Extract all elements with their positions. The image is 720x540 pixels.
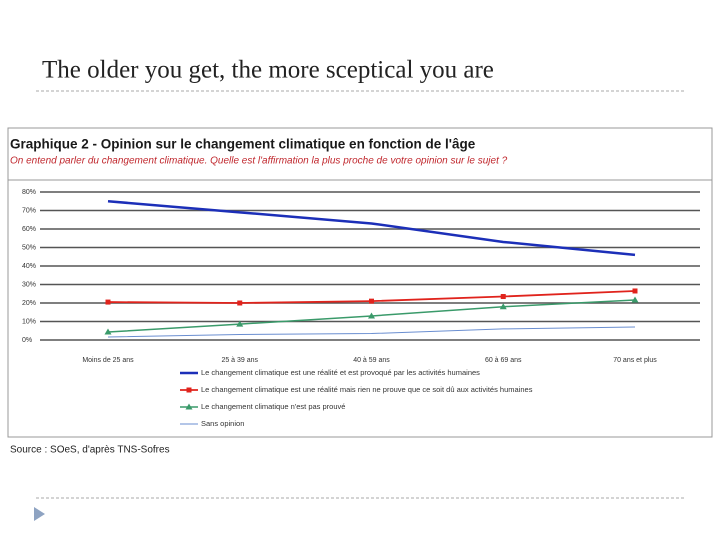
marker (632, 288, 638, 294)
source: Source : SOeS, d'après TNS-Sofres (10, 445, 170, 456)
line (107, 200, 636, 257)
chart-title: Graphique 2 - Opinion sur le changement … (10, 137, 476, 152)
x-tick-label: 40 à 59 ans (353, 357, 390, 364)
y-tick-label: 30% (22, 281, 36, 288)
marker (500, 294, 506, 300)
marker (368, 312, 375, 319)
legend-label: Sans opinion (201, 419, 244, 428)
x-tick-label: 60 à 69 ans (485, 357, 522, 364)
x-tick-label: 70 ans et plus (613, 357, 657, 364)
legend-label: Le changement climatique est une réalité… (201, 385, 533, 394)
marker (105, 299, 111, 305)
legend-label: Le changement climatique est une réalité… (201, 368, 480, 377)
marker (237, 300, 243, 306)
marker (236, 320, 244, 327)
x-tick-label: 25 à 39 ans (221, 357, 258, 364)
y-tick-label: 20% (22, 300, 36, 307)
y-tick-label: 0% (22, 337, 32, 344)
slide-title: The older you get, the more sceptical yo… (42, 57, 494, 84)
y-tick-label: 10% (22, 318, 36, 325)
y-tick-label: 60% (22, 226, 36, 233)
y-tick-label: 80% (22, 189, 36, 196)
bullet (34, 507, 45, 521)
legend-label: Le changement climatique n'est pas prouv… (201, 402, 345, 411)
marker (104, 328, 112, 335)
marker (499, 303, 507, 310)
marker (186, 387, 192, 393)
y-tick-label: 70% (22, 207, 36, 214)
y-tick-label: 40% (22, 263, 36, 270)
marker (369, 298, 374, 304)
marker (631, 296, 639, 303)
y-tick-label: 50% (22, 244, 36, 251)
marker (185, 403, 193, 410)
plot-frame (7, 179, 713, 438)
line (107, 326, 636, 338)
x-tick-label: Moins de 25 ans (82, 357, 134, 364)
chart-subtitle: On entend parler du changement climatiqu… (10, 156, 508, 167)
